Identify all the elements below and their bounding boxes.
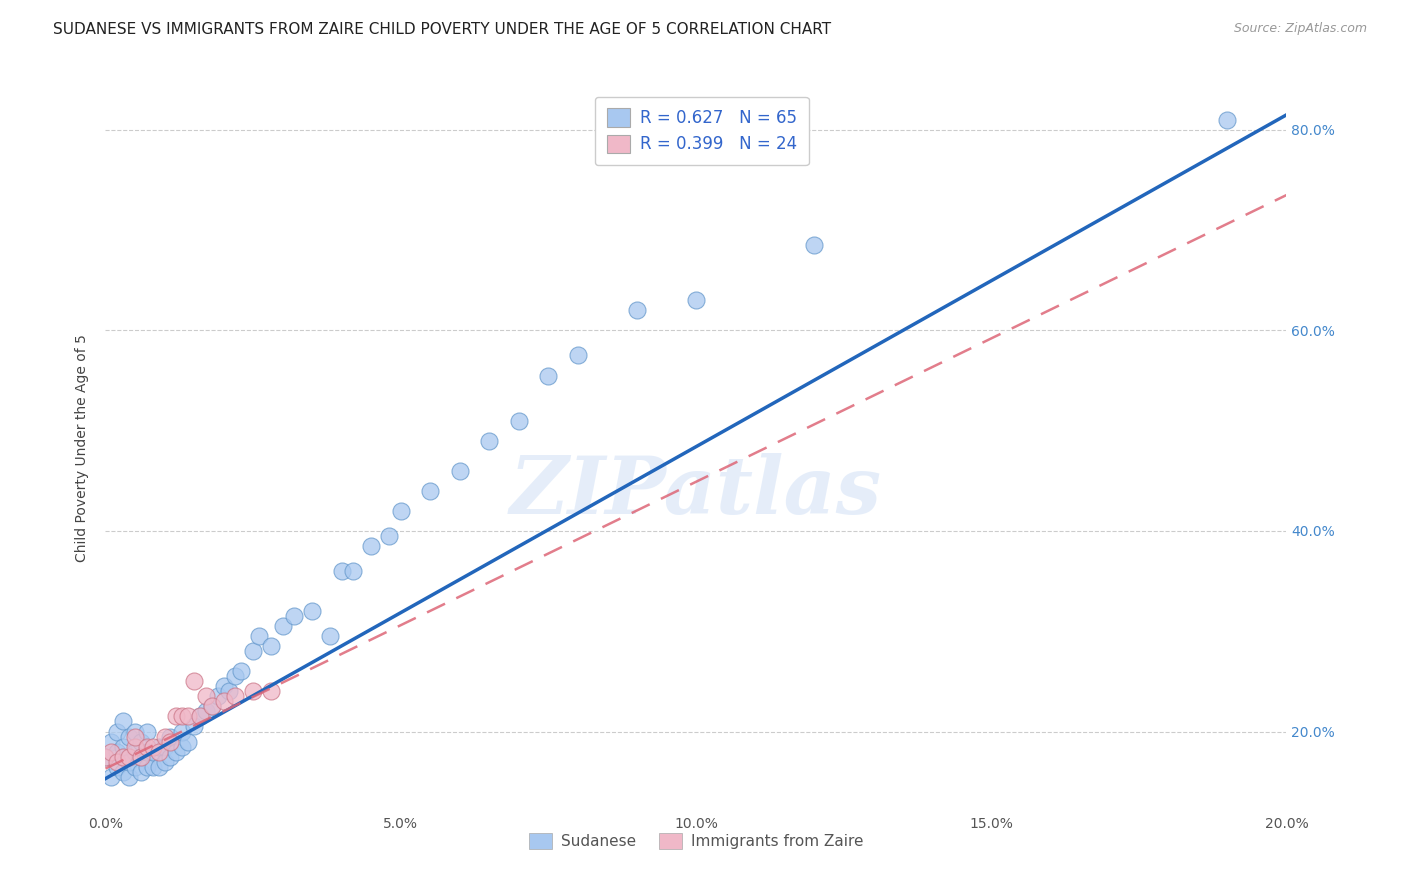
Point bbox=[142, 759, 165, 773]
Point bbox=[172, 724, 194, 739]
Point bbox=[212, 679, 235, 693]
Point bbox=[188, 709, 211, 723]
Point bbox=[135, 739, 157, 754]
Point bbox=[112, 714, 135, 729]
Point bbox=[124, 739, 146, 754]
Point bbox=[112, 749, 135, 764]
Point bbox=[478, 434, 501, 448]
Point bbox=[124, 730, 146, 744]
Point bbox=[129, 734, 152, 748]
Point bbox=[124, 759, 146, 773]
Point bbox=[242, 644, 264, 658]
Point bbox=[118, 755, 141, 769]
Point bbox=[360, 539, 382, 553]
Point bbox=[449, 464, 471, 478]
Point bbox=[118, 749, 141, 764]
Point bbox=[159, 749, 181, 764]
Point bbox=[218, 684, 240, 698]
Point bbox=[148, 739, 170, 754]
Point bbox=[685, 293, 707, 308]
Point bbox=[283, 609, 305, 624]
Point bbox=[124, 745, 146, 759]
Point bbox=[135, 745, 157, 759]
Point bbox=[142, 745, 165, 759]
Point bbox=[142, 739, 165, 754]
Point bbox=[183, 674, 205, 689]
Point bbox=[135, 759, 157, 773]
Point bbox=[124, 724, 146, 739]
Point bbox=[94, 749, 117, 764]
Point bbox=[172, 739, 194, 754]
Point bbox=[153, 730, 176, 744]
Point bbox=[201, 699, 224, 714]
Point bbox=[165, 745, 187, 759]
Point bbox=[100, 734, 122, 748]
Point bbox=[247, 629, 270, 643]
Point bbox=[260, 640, 283, 654]
Point bbox=[389, 504, 412, 518]
Point bbox=[100, 745, 122, 759]
Point bbox=[242, 684, 264, 698]
Point bbox=[172, 709, 194, 723]
Point bbox=[148, 759, 170, 773]
Point bbox=[260, 684, 283, 698]
Text: Source: ZipAtlas.com: Source: ZipAtlas.com bbox=[1233, 22, 1367, 36]
Point bbox=[301, 604, 323, 618]
Point bbox=[159, 734, 181, 748]
Point bbox=[135, 724, 157, 739]
Point bbox=[201, 699, 224, 714]
Text: ZIPatlas: ZIPatlas bbox=[510, 453, 882, 531]
Point bbox=[153, 755, 176, 769]
Point bbox=[183, 719, 205, 733]
Point bbox=[177, 734, 200, 748]
Point bbox=[378, 529, 401, 543]
Point bbox=[194, 690, 217, 704]
Point bbox=[188, 709, 211, 723]
Point bbox=[567, 349, 589, 363]
Point bbox=[508, 414, 530, 428]
Point bbox=[94, 749, 117, 764]
Y-axis label: Child Poverty Under the Age of 5: Child Poverty Under the Age of 5 bbox=[76, 334, 90, 562]
Point bbox=[105, 745, 128, 759]
Point bbox=[207, 690, 229, 704]
Point bbox=[129, 764, 152, 779]
Point bbox=[224, 669, 246, 683]
Point bbox=[129, 749, 152, 764]
Point bbox=[319, 629, 342, 643]
Point bbox=[159, 730, 181, 744]
Point bbox=[105, 755, 128, 769]
Point bbox=[112, 739, 135, 754]
Point bbox=[1216, 112, 1239, 127]
Point bbox=[342, 564, 364, 578]
Point bbox=[129, 749, 152, 764]
Point bbox=[105, 724, 128, 739]
Point bbox=[194, 705, 217, 719]
Point bbox=[112, 749, 135, 764]
Point bbox=[330, 564, 353, 578]
Point bbox=[271, 619, 294, 633]
Point bbox=[803, 238, 825, 252]
Point bbox=[153, 739, 176, 754]
Point bbox=[148, 745, 170, 759]
Point bbox=[626, 303, 648, 318]
Point bbox=[112, 764, 135, 779]
Point bbox=[165, 709, 187, 723]
Text: SUDANESE VS IMMIGRANTS FROM ZAIRE CHILD POVERTY UNDER THE AGE OF 5 CORRELATION C: SUDANESE VS IMMIGRANTS FROM ZAIRE CHILD … bbox=[53, 22, 831, 37]
Point bbox=[100, 770, 122, 784]
Point bbox=[537, 368, 560, 383]
Point bbox=[177, 709, 200, 723]
Point bbox=[231, 665, 253, 679]
Legend: Sudanese, Immigrants from Zaire: Sudanese, Immigrants from Zaire bbox=[523, 827, 869, 855]
Point bbox=[105, 759, 128, 773]
Point bbox=[118, 770, 141, 784]
Point bbox=[212, 694, 235, 708]
Point bbox=[224, 690, 246, 704]
Point bbox=[118, 730, 141, 744]
Point bbox=[419, 483, 441, 498]
